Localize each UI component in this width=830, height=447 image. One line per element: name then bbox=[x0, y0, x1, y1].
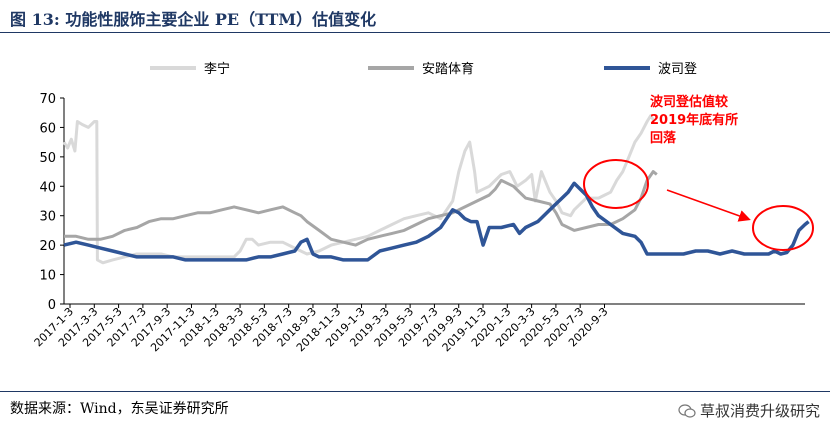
annotation-arrow bbox=[666, 189, 751, 222]
figure-title: 图 13: 功能性服饰主要企业 PE（TTM）估值变化 bbox=[10, 10, 377, 29]
legend-label-1: 李宁 bbox=[204, 61, 230, 77]
series-line-2 bbox=[64, 170, 658, 247]
y-tick-label: 0 bbox=[48, 298, 56, 313]
y-tick-label: 20 bbox=[39, 239, 56, 254]
y-tick-label: 10 bbox=[39, 269, 56, 284]
highlight-circle-2019 bbox=[583, 159, 649, 209]
annotation-text-line: 2019年底有所 bbox=[650, 112, 738, 128]
y-tick-label: 40 bbox=[39, 180, 56, 195]
pe-line-chart: 李宁 安踏体育 波司登 0102030405060702017-1-32017-3-… bbox=[32, 61, 814, 354]
source-rule bbox=[0, 391, 830, 392]
y-tick-label: 60 bbox=[39, 121, 56, 136]
annotation-text-line: 波司登估值较 bbox=[650, 94, 728, 110]
brand-watermark: 草叔消费升级研究 bbox=[678, 400, 820, 421]
chart-legend: 李宁 安踏体育 波司登 bbox=[150, 61, 697, 77]
chart-series bbox=[62, 114, 810, 265]
wechat-icon bbox=[678, 403, 696, 418]
y-tick-label: 30 bbox=[39, 210, 56, 225]
legend-label-2: 安踏体育 bbox=[422, 61, 474, 77]
source-note: 数据来源：Wind，东吴证券研究所 bbox=[10, 401, 229, 417]
y-tick-label: 70 bbox=[39, 92, 56, 107]
legend-label-3: 波司登 bbox=[658, 62, 697, 77]
series-line-3 bbox=[63, 181, 810, 262]
title-rule bbox=[0, 32, 830, 33]
annotation-text-line: 回落 bbox=[650, 130, 677, 146]
brand-text: 草叔消费升级研究 bbox=[699, 402, 820, 420]
y-tick-label: 50 bbox=[39, 151, 56, 166]
series-line-1 bbox=[62, 114, 656, 265]
highlight-circle-2020 bbox=[752, 205, 814, 251]
